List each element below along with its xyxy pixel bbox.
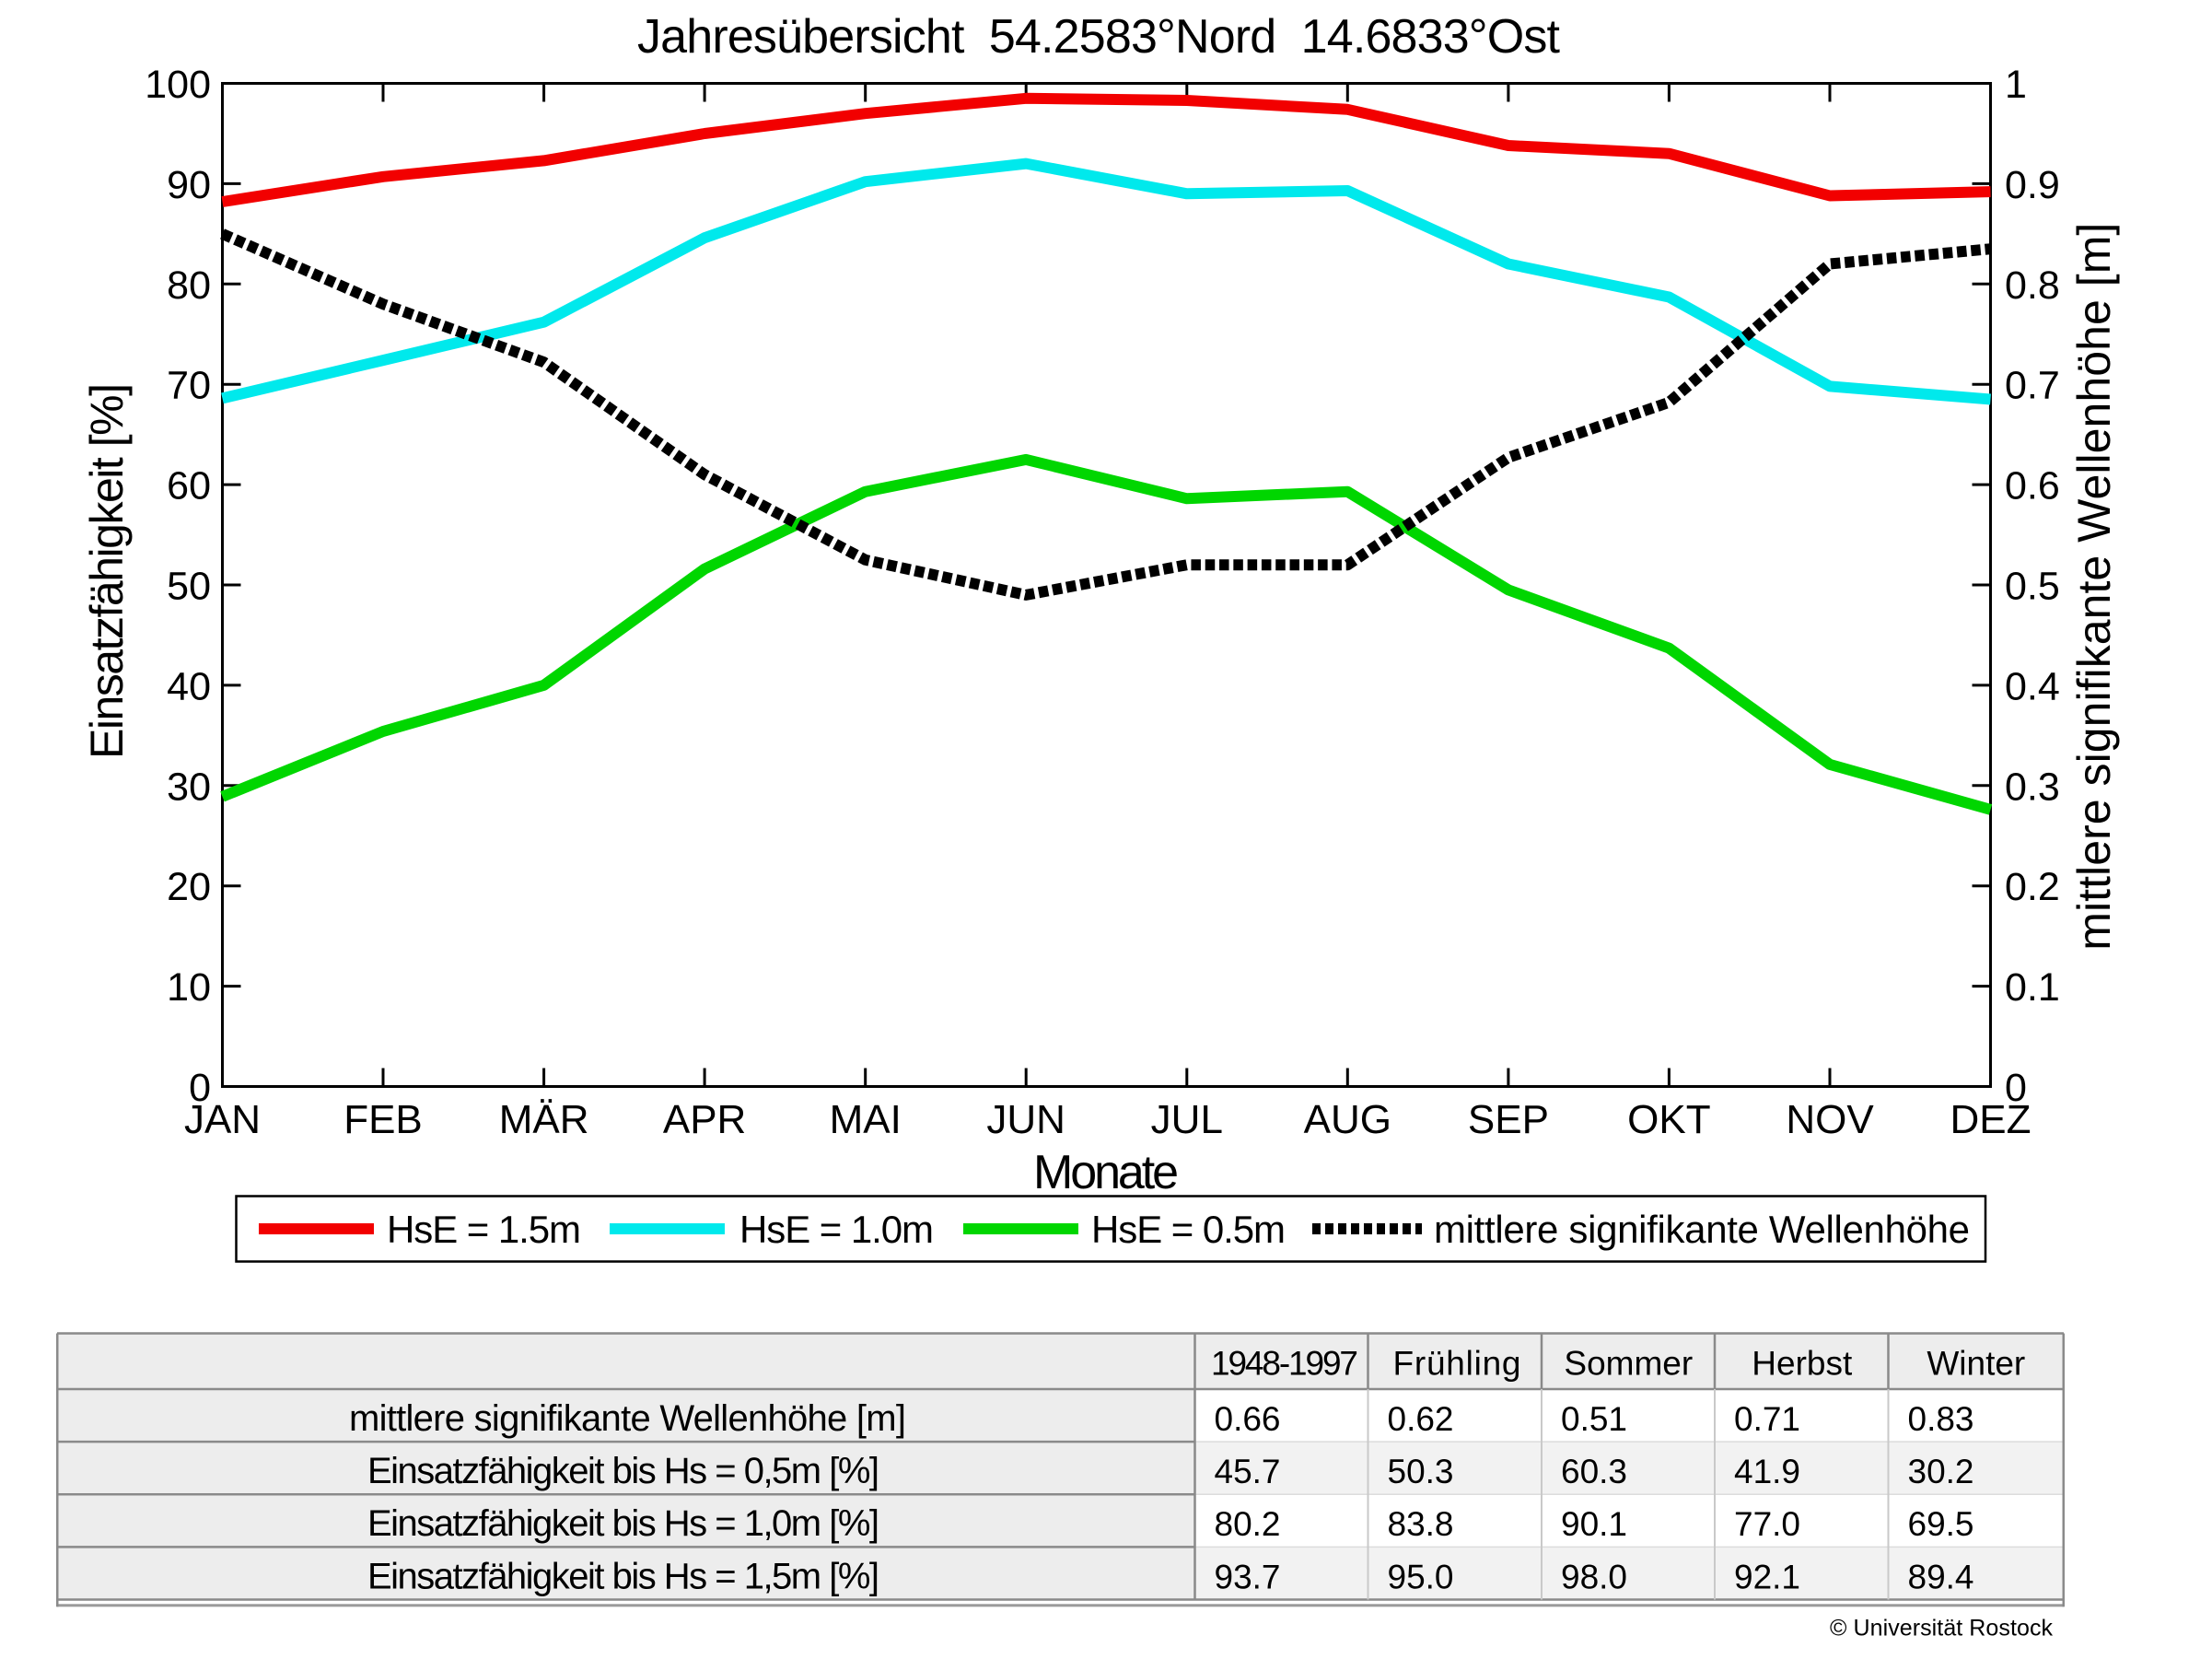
svg-text:30: 30 [167,765,211,809]
svg-text:92.1: 92.1 [1734,1558,1800,1595]
svg-text:45.7: 45.7 [1215,1453,1281,1490]
svg-text:APR: APR [663,1097,746,1142]
svg-text:JUN: JUN [986,1097,1065,1142]
svg-text:mittlere signifikante Wellenhö: mittlere signifikante Wellenhöhe [m] [2068,223,2120,951]
svg-text:0.5: 0.5 [2005,565,2060,609]
svg-text:0.62: 0.62 [1388,1400,1454,1438]
svg-text:HsE = 0.5m: HsE = 0.5m [1091,1208,1286,1251]
svg-text:HsE = 1.0m: HsE = 1.0m [739,1208,934,1251]
svg-text:77.0: 77.0 [1734,1505,1800,1543]
svg-text:MAI: MAI [830,1097,902,1142]
svg-text:0.7: 0.7 [2005,364,2060,408]
svg-text:41.9: 41.9 [1734,1453,1800,1490]
svg-text:JAN: JAN [184,1097,261,1142]
svg-text:20: 20 [167,865,211,909]
svg-text:80: 80 [167,263,211,308]
svg-text:Einsatzfähigkeit bis Hs = 1,0m: Einsatzfähigkeit bis Hs = 1,0m [%] [367,1503,879,1544]
svg-text:DEZ: DEZ [1950,1097,2032,1142]
svg-text:50: 50 [167,565,211,609]
svg-text:0.3: 0.3 [2005,765,2060,809]
svg-text:AUG: AUG [1304,1097,1391,1142]
svg-text:1: 1 [2005,63,2027,107]
svg-text:0.8: 0.8 [2005,263,2060,308]
svg-text:0.51: 0.51 [1561,1400,1627,1438]
svg-text:0.9: 0.9 [2005,163,2060,207]
svg-text:OKT: OKT [1627,1097,1710,1142]
svg-text:90.1: 90.1 [1561,1505,1627,1543]
svg-text:70: 70 [167,364,211,408]
svg-text:0.83: 0.83 [1908,1400,1974,1438]
svg-text:60.3: 60.3 [1561,1453,1627,1490]
svg-text:80.2: 80.2 [1215,1505,1281,1543]
svg-text:69.5: 69.5 [1908,1505,1974,1543]
svg-text:50.3: 50.3 [1388,1453,1454,1490]
svg-text:90: 90 [167,163,211,207]
svg-text:0.2: 0.2 [2005,865,2060,909]
svg-text:30.2: 30.2 [1908,1453,1974,1490]
svg-text:FEB: FEB [343,1097,423,1142]
svg-text:83.8: 83.8 [1388,1505,1454,1543]
svg-text:0: 0 [189,1066,211,1110]
svg-text:mittlere signifikante Wellenhö: mittlere signifikante Wellenhöhe [1434,1208,1970,1251]
svg-text:HsE = 1.5m: HsE = 1.5m [387,1208,581,1251]
svg-text:© Universität Rostock: © Universität Rostock [1830,1615,2054,1641]
svg-text:10: 10 [167,965,211,1010]
svg-text:0.1: 0.1 [2005,965,2060,1010]
svg-text:0.4: 0.4 [2005,664,2060,708]
svg-text:Winter: Winter [1927,1345,2025,1383]
svg-text:98.0: 98.0 [1561,1558,1627,1595]
svg-text:0.71: 0.71 [1734,1400,1800,1438]
svg-text:Einsatzfähigkeit [%]: Einsatzfähigkeit [%] [81,383,133,759]
svg-text:0: 0 [2005,1066,2027,1110]
svg-text:89.4: 89.4 [1908,1558,1974,1595]
svg-text:100: 100 [145,63,211,107]
svg-text:mittlere signifikante Wellenhö: mittlere signifikante Wellenhöhe [m] [349,1398,906,1439]
svg-text:SEP: SEP [1468,1097,1549,1142]
svg-text:60: 60 [167,464,211,508]
svg-text:Sommer: Sommer [1564,1345,1693,1383]
svg-text:MÄR: MÄR [499,1097,589,1142]
svg-text:93.7: 93.7 [1215,1558,1281,1595]
svg-text:1948-1997: 1948-1997 [1211,1345,1358,1383]
svg-text:Herbst: Herbst [1752,1345,1853,1383]
svg-text:Monate: Monate [1033,1146,1179,1199]
svg-text:Jahresübersicht 54.2583°Nord: Jahresübersicht 54.2583°Nord 14.6833°Ost [637,10,1561,64]
svg-text:JUL: JUL [1151,1097,1223,1142]
svg-text:95.0: 95.0 [1388,1558,1454,1595]
svg-text:NOV: NOV [1786,1097,1874,1142]
svg-text:0.66: 0.66 [1215,1400,1281,1438]
svg-text:0.6: 0.6 [2005,464,2060,508]
svg-text:Frühling: Frühling [1393,1345,1521,1383]
svg-text:Einsatzfähigkeit bis Hs = 0,5m: Einsatzfähigkeit bis Hs = 0,5m [%] [367,1451,879,1491]
svg-text:Einsatzfähigkeit bis Hs = 1,5m: Einsatzfähigkeit bis Hs = 1,5m [%] [367,1556,879,1596]
svg-text:40: 40 [167,664,211,708]
